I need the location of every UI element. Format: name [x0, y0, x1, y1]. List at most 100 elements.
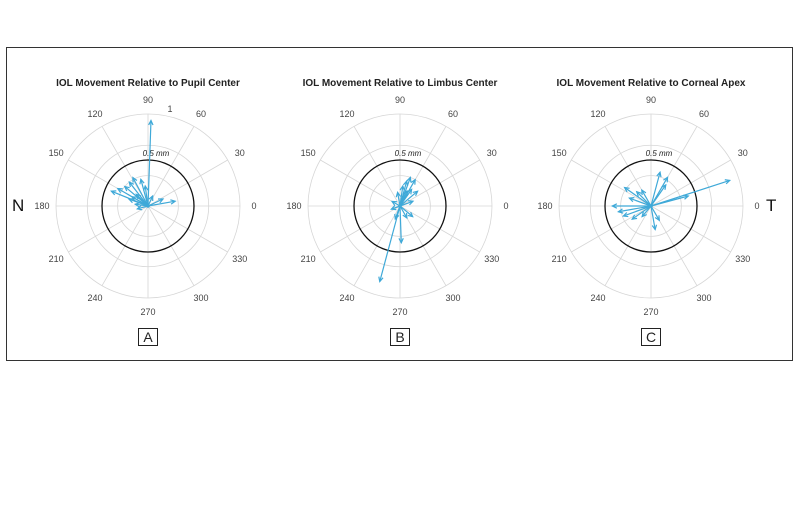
panel-a: IOL Movement Relative to Pupil Center 0 3…	[34, 78, 257, 346]
panel-a-polar-plot: 0 30 60 90 120 150 180 210 240 270 300 330 1 0.5 mm	[34, 95, 256, 317]
vector-arrowhead	[635, 190, 642, 197]
movement-vector	[650, 205, 660, 222]
vector-shaft	[132, 177, 149, 207]
vector-shaft	[147, 120, 152, 207]
angle-tick-label: 300	[696, 293, 711, 303]
angle-tick-label: 30	[487, 148, 497, 158]
movement-vector	[622, 205, 652, 218]
panel-b-title: IOL Movement Relative to Limbus Center	[302, 78, 498, 89]
radial-tick-label: 1	[167, 104, 172, 114]
vector-arrowhead	[135, 193, 142, 200]
movement-vector	[394, 205, 401, 221]
angle-tick-label: 300	[193, 293, 208, 303]
vector-arrowhead	[663, 176, 669, 183]
vector-arrowhead	[407, 200, 415, 206]
angle-tick-label: 240	[339, 293, 354, 303]
vector-arrowhead	[656, 170, 662, 178]
vector-arrowhead	[651, 224, 658, 231]
angle-tick-label: 270	[140, 307, 155, 317]
vector-shaft	[636, 191, 652, 207]
movement-vector	[398, 205, 404, 245]
angle-tick-label: 90	[143, 95, 153, 105]
vector-arrowhead	[133, 202, 141, 208]
angle-tick-label: 150	[552, 148, 567, 158]
reference-ring	[353, 159, 447, 253]
angle-tick-label: 60	[448, 109, 458, 119]
angle-tick-label: 150	[301, 148, 316, 158]
vector-arrowhead	[127, 197, 135, 204]
vector-arrowhead	[390, 200, 398, 206]
vector-arrowhead	[683, 194, 690, 200]
angle-tick-label: 120	[339, 109, 354, 119]
angle-tick-label: 150	[49, 148, 64, 158]
reference-ring	[604, 159, 698, 253]
movement-vector	[650, 170, 662, 207]
movement-vector	[628, 197, 652, 207]
panel-c-polar-plot: 0 30 60 90 120 150 180 210 240 270 300 330 0.5 mm	[537, 95, 759, 317]
movement-vector	[641, 188, 652, 207]
movement-vector	[641, 205, 652, 218]
vector-shaft	[399, 205, 402, 243]
movement-vector	[128, 180, 149, 207]
movement-vector	[147, 198, 165, 207]
vector-shaft	[650, 205, 660, 221]
ring-label: 0.5 mm	[143, 149, 170, 158]
vector-shaft	[399, 205, 414, 218]
panel-a-title: IOL Movement Relative to Pupil Center	[56, 78, 240, 89]
movement-vector	[147, 194, 154, 207]
angle-tick-label: 180	[34, 201, 49, 211]
vector-shaft	[135, 203, 149, 207]
angle-tick-label: 60	[196, 109, 206, 119]
angle-tick-label: 120	[87, 109, 102, 119]
origin-dot	[398, 204, 402, 208]
vector-arrowhead	[110, 190, 117, 196]
vector-arrowhead	[123, 185, 130, 192]
vector-arrowhead	[631, 214, 638, 220]
movement-vector	[623, 186, 652, 207]
vector-arrowhead	[170, 199, 177, 205]
movement-vector	[650, 205, 658, 231]
vector-shaft	[650, 172, 661, 207]
ring-label: 0.5 mm	[646, 149, 673, 158]
vector-arrowhead	[136, 205, 143, 211]
panel-a-letter: A	[138, 328, 158, 346]
vector-shaft	[629, 197, 652, 207]
movement-vector	[399, 205, 408, 220]
angle-tick-label: 210	[49, 254, 64, 264]
movement-vector	[650, 194, 690, 207]
angle-tick-label: 210	[301, 254, 316, 264]
vector-arrowhead	[143, 184, 149, 191]
movement-vector	[399, 184, 405, 207]
angle-tick-label: 0	[251, 201, 256, 211]
movement-vector	[147, 199, 177, 207]
vector-arrowhead	[623, 186, 630, 193]
vector-arrowhead	[617, 208, 624, 214]
vector-arrowhead	[398, 237, 404, 245]
angle-tick-label: 240	[590, 293, 605, 303]
movement-vector	[399, 205, 414, 218]
movement-vector	[136, 205, 149, 211]
vector-arrowhead	[394, 213, 400, 221]
vector-shaft	[399, 200, 414, 207]
temporal-side-label: T	[766, 196, 777, 215]
vector-shaft	[650, 195, 689, 207]
panel-b: IOL Movement Relative to Limbus Center 0…	[286, 78, 509, 346]
vector-arrowhead	[412, 190, 419, 197]
vector-shaft	[128, 181, 149, 207]
angle-tick-label: 330	[232, 254, 247, 264]
angle-tick-label: 90	[395, 95, 405, 105]
vector-shaft	[623, 205, 652, 217]
vector-arrowhead	[395, 191, 402, 198]
origin-dot	[649, 204, 653, 208]
vector-arrowhead	[410, 178, 416, 185]
vector-arrowhead	[158, 198, 165, 204]
angle-tick-label: 270	[643, 307, 658, 317]
vector-arrowhead	[628, 197, 635, 203]
angle-tick-label: 30	[738, 148, 748, 158]
vector-shaft	[399, 190, 419, 207]
vector-shaft	[394, 205, 401, 220]
vector-arrowhead	[402, 212, 408, 220]
angle-tick-label: 60	[699, 109, 709, 119]
vector-shaft	[147, 195, 154, 207]
angle-tick-label: 30	[235, 148, 245, 158]
